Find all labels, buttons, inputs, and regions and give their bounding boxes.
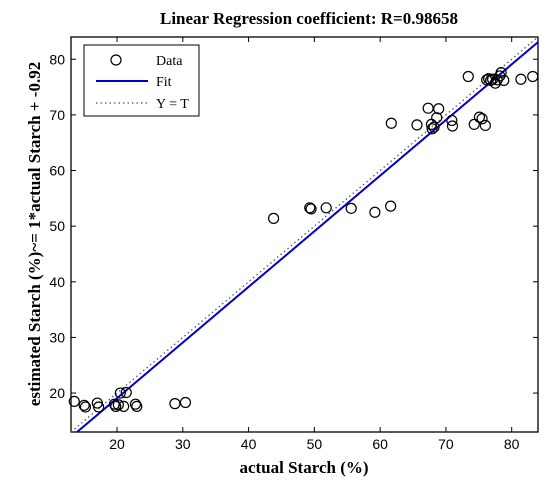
y-tick-label: 70 — [49, 107, 65, 123]
x-tick-label: 20 — [109, 436, 125, 452]
data-point — [515, 73, 527, 85]
data-point — [385, 200, 397, 212]
y-tick-label: 80 — [49, 51, 65, 67]
data-point — [131, 400, 143, 413]
fit-line — [76, 41, 539, 433]
data-point — [79, 401, 92, 413]
data-point — [476, 113, 488, 125]
legend-yt-label: Y = T — [156, 97, 189, 112]
x-tick-label: 30 — [175, 436, 191, 452]
data-point — [78, 399, 90, 411]
data-point — [495, 67, 507, 79]
axis-ticks — [71, 37, 538, 432]
data-point — [498, 74, 510, 86]
data-point — [93, 401, 105, 413]
y-tick-label: 40 — [49, 274, 65, 290]
y-tick-label: 30 — [49, 329, 65, 345]
data-point — [446, 114, 458, 127]
legend: Data Fit Y = T — [83, 44, 200, 117]
data-point — [433, 103, 445, 115]
legend-data-marker — [110, 54, 122, 66]
data-point — [110, 400, 122, 413]
data-point — [462, 70, 474, 83]
data-point — [527, 70, 539, 83]
data-point — [68, 395, 80, 408]
y-tick-label: 50 — [49, 218, 65, 234]
data-point — [118, 400, 130, 413]
y-axis-tick-labels: 20 30 40 50 60 70 80 — [49, 51, 65, 401]
data-point — [169, 398, 181, 410]
data-point — [385, 117, 397, 129]
data-point — [304, 202, 316, 214]
y-axis-label: estimated Starch (%)~= 1*actual Starch +… — [25, 62, 44, 406]
data-point — [446, 120, 459, 132]
data-points — [68, 67, 539, 413]
y-equals-t-line — [70, 36, 539, 433]
data-point — [345, 202, 357, 214]
data-point — [320, 202, 332, 214]
data-point — [267, 212, 280, 224]
y-tick-label: 60 — [49, 163, 65, 179]
data-point — [179, 396, 192, 409]
chart-title: Linear Regression coefficient: R=0.98658 — [160, 9, 458, 28]
data-point — [426, 123, 438, 135]
x-tick-label: 80 — [504, 436, 520, 452]
x-tick-label: 40 — [241, 436, 257, 452]
data-point — [411, 119, 423, 131]
data-point — [431, 112, 443, 124]
data-point — [114, 387, 126, 399]
data-point — [369, 206, 381, 218]
data-point — [468, 118, 480, 130]
x-tick-label: 70 — [438, 436, 454, 452]
data-point — [479, 119, 491, 132]
data-point — [473, 111, 486, 123]
x-axis-label: actual Starch (%) — [239, 458, 368, 477]
y-tick-label: 20 — [49, 385, 65, 401]
data-point — [129, 398, 142, 410]
fit-line-group — [76, 41, 539, 433]
data-point — [305, 203, 317, 215]
x-tick-label: 50 — [307, 436, 323, 452]
x-tick-label: 60 — [372, 436, 388, 452]
x-axis-tick-labels: 20 30 40 50 60 70 80 — [109, 436, 519, 452]
legend-fit-label: Fit — [156, 75, 172, 90]
data-point — [120, 386, 132, 399]
data-point — [112, 399, 124, 411]
y-equals-t-line-group — [70, 36, 539, 433]
legend-data-label: Data — [156, 54, 183, 69]
